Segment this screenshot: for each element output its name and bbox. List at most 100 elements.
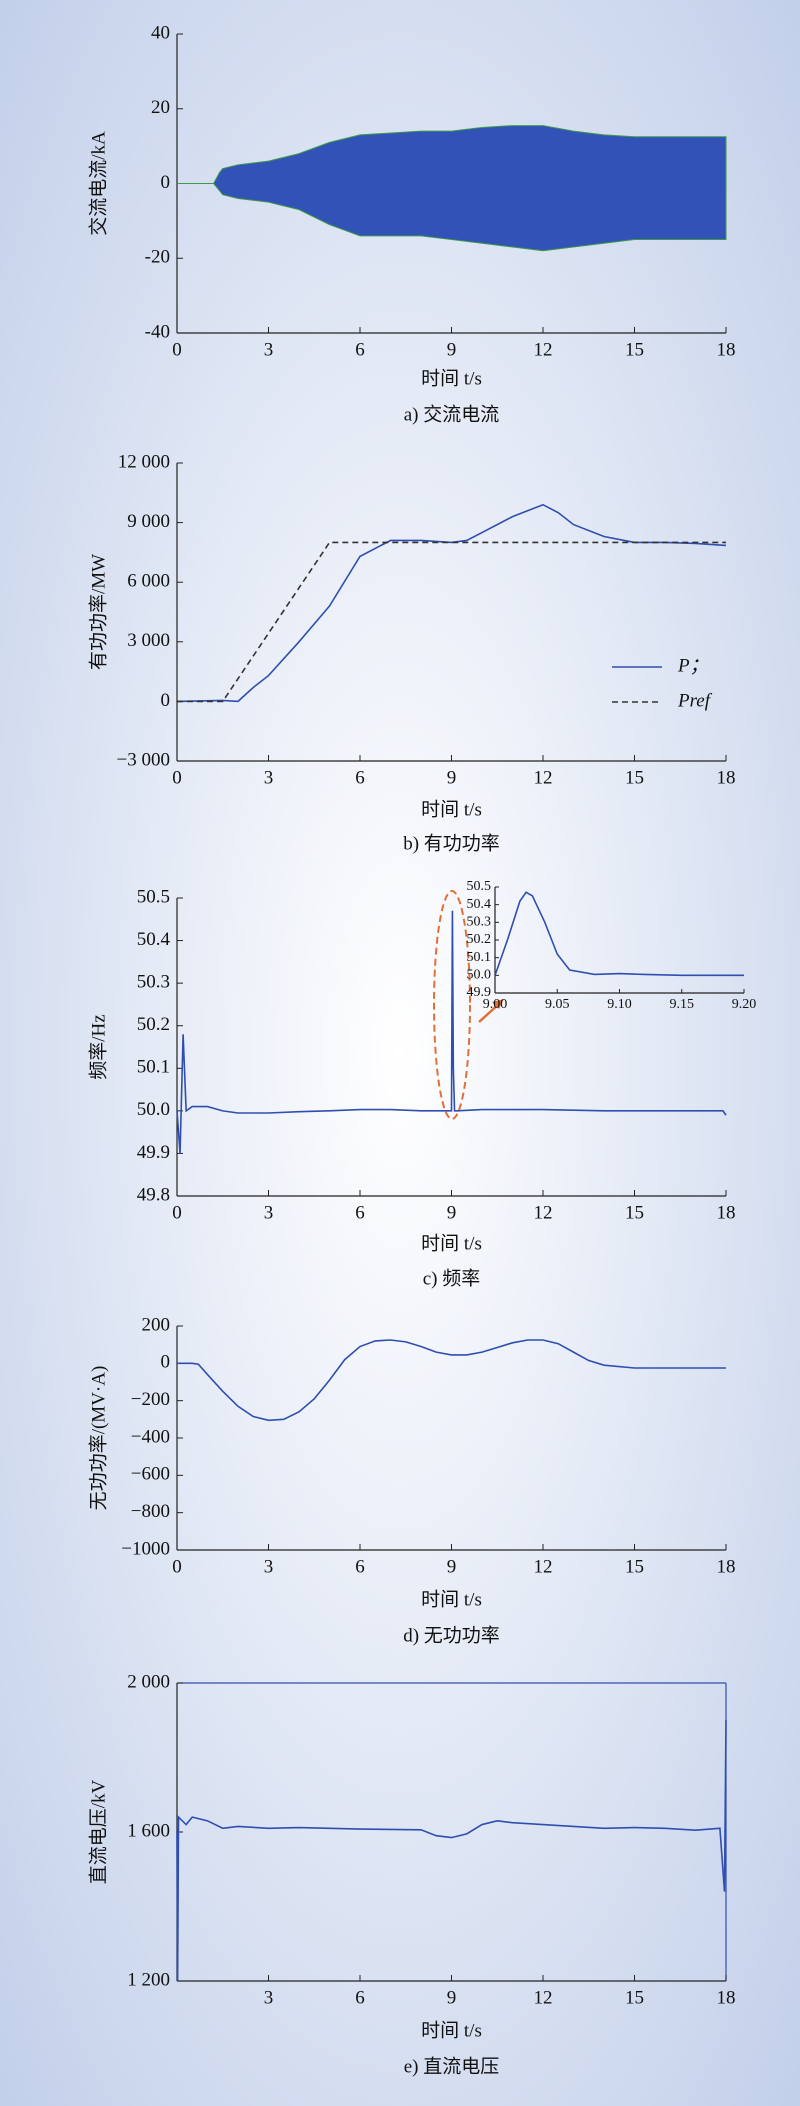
y-tick-label: 49.9	[467, 985, 492, 1000]
y-axis-title: 有功功率/MW	[87, 554, 109, 670]
chart: −1000 −800 −600 −400 −200 0 200 0 3 6 9 12 15 18 时间 t/…	[87, 1314, 735, 1646]
caption: a) 交流电流	[404, 403, 500, 425]
x-tick-label: 0	[172, 1556, 182, 1577]
y-tick-label: −200	[131, 1389, 170, 1410]
x-tick-label: 9.00	[483, 997, 508, 1012]
x-axis-title: 时间 t/s	[421, 1588, 482, 1610]
y-axis-title: 交流电流/kA	[87, 131, 109, 236]
y-tick-label: −800	[131, 1501, 170, 1522]
x-tick-label: 6	[355, 1556, 365, 1577]
y-tick-label: -20	[145, 247, 170, 268]
x-tick-label: 9	[447, 767, 457, 788]
y-axis-title: 无功功率/(MV·A)	[87, 1366, 109, 1511]
series-line	[176, 910, 727, 1154]
y-tick-label: 20	[151, 97, 170, 118]
series-line	[494, 891, 744, 977]
x-tick-label: 6	[355, 339, 365, 360]
x-tick-label: 3	[264, 339, 274, 360]
x-tick-label: 9	[447, 1987, 457, 2008]
x-axis-title: 时间 t/s	[421, 1232, 482, 1254]
caption: e) 直流电压	[404, 2055, 500, 2077]
y-tick-label: 3 000	[127, 630, 170, 651]
y-tick-label: 50.4	[467, 897, 492, 912]
x-tick-label: 9.10	[607, 997, 632, 1012]
legend-label: Pref	[677, 690, 713, 711]
y-tick-label: 0	[161, 690, 171, 711]
x-tick-label: 9.20	[732, 997, 757, 1012]
series-line	[177, 541, 726, 703]
caption: d) 无功功率	[403, 1624, 500, 1646]
y-tick-label: -40	[145, 321, 170, 342]
x-tick-label: 9	[447, 1556, 457, 1577]
y-tick-label: 50.3	[467, 915, 492, 930]
y-tick-label: −400	[131, 1426, 170, 1447]
y-tick-label: 49.8	[137, 1184, 170, 1205]
x-tick-label: 3	[264, 1202, 274, 1223]
x-tick-label: 9.15	[670, 997, 695, 1012]
x-tick-label: 6	[355, 767, 365, 788]
x-tick-label: 15	[625, 1556, 644, 1577]
chart: 49.8 49.9 50.0 50.1 50.2 50.3 50.4 50.5 0 3 6 9 12 15…	[87, 879, 756, 1289]
y-tick-label: 50.0	[137, 1099, 170, 1120]
legend-label: P；	[677, 655, 709, 676]
y-tick-label: 49.9	[137, 1142, 170, 1163]
x-tick-label: 12	[534, 339, 553, 360]
x-tick-label: 0	[172, 1202, 182, 1223]
y-tick-label: −3 000	[117, 749, 170, 770]
series-line	[177, 1339, 726, 1422]
x-tick-label: 9	[447, 339, 457, 360]
y-tick-label: 12 000	[118, 451, 170, 472]
highlight-ellipse	[433, 890, 471, 1120]
x-tick-label: 3	[264, 1987, 274, 2008]
y-tick-label: 50.4	[137, 929, 171, 950]
x-tick-label: 9	[447, 1202, 457, 1223]
x-tick-label: 15	[625, 767, 644, 788]
x-tick-label: 12	[534, 1987, 553, 2008]
x-axis-title: 时间 t/s	[421, 367, 482, 389]
x-tick-label: 18	[717, 767, 736, 788]
x-tick-label: 18	[717, 1987, 736, 2008]
y-tick-label: 200	[142, 1314, 171, 1335]
inset: 49.9 50.0 50.1 50.2 50.3 50.4 50.5 9.00 9.05 9.10…	[467, 879, 757, 1012]
x-tick-label: 12	[534, 1202, 553, 1223]
current-band	[177, 125, 727, 252]
x-axis-title: 时间 t/s	[421, 2019, 482, 2041]
x-tick-label: 6	[355, 1202, 365, 1223]
y-tick-label: 9 000	[127, 511, 170, 532]
x-tick-label: 0	[172, 767, 182, 788]
y-tick-label: −1000	[121, 1538, 170, 1559]
x-tick-label: 12	[534, 1556, 553, 1577]
chart: 1 200 1 600 2 000 3 6 9 12 15 18 时间 t/s 直流电压/kV e) …	[87, 1671, 735, 2077]
y-axis-title: 直流电压/kV	[87, 1779, 109, 1884]
y-tick-label: 50.0	[467, 968, 492, 983]
x-tick-label: 18	[717, 1556, 736, 1577]
x-tick-label: 0	[172, 339, 182, 360]
y-tick-label: 50.5	[467, 879, 492, 894]
caption: c) 频率	[423, 1267, 481, 1289]
y-tick-label: 1 600	[127, 1820, 170, 1841]
x-tick-label: 9.05	[545, 997, 570, 1012]
arrow-head	[492, 999, 504, 1009]
y-tick-label: 50.2	[467, 932, 492, 947]
y-tick-label: 6 000	[127, 571, 170, 592]
y-axis-title: 频率/Hz	[87, 1014, 109, 1079]
caption: b) 有功功率	[403, 832, 500, 854]
y-tick-label: 50.1	[467, 950, 492, 965]
y-tick-label: 0	[161, 172, 171, 193]
x-tick-label: 18	[717, 1202, 736, 1223]
y-tick-label: 0	[161, 1352, 171, 1373]
x-tick-label: 3	[264, 767, 274, 788]
x-tick-label: 12	[534, 767, 553, 788]
x-tick-label: 6	[355, 1987, 365, 2008]
y-tick-label: 1 200	[127, 1969, 170, 1990]
x-tick-label: 18	[717, 339, 736, 360]
x-tick-label: 15	[625, 1202, 644, 1223]
chart: -40 -20 0 20 40 0 3 6 9 12 15 18 时间 t/s 交流电流/kA a) 交流电…	[87, 22, 735, 425]
y-tick-label: 50.1	[137, 1057, 170, 1078]
y-tick-label: 50.5	[137, 886, 170, 907]
y-tick-label: 2 000	[127, 1671, 170, 1692]
